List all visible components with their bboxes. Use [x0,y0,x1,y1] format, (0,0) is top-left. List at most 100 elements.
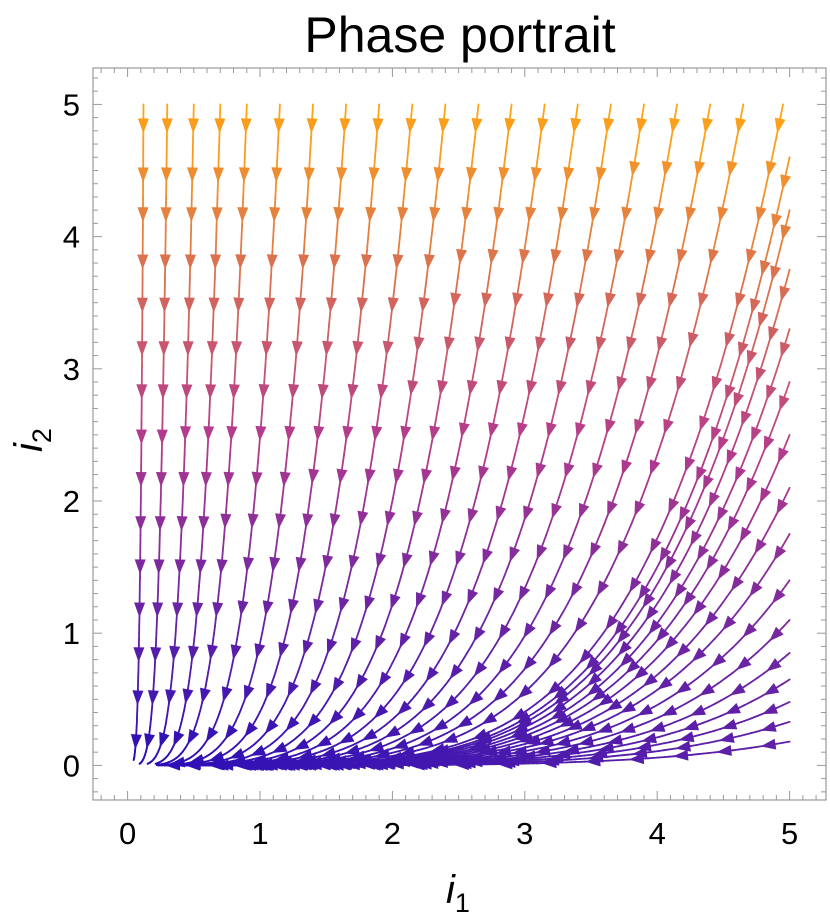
streamline-segment [428,223,434,253]
streamline-arrowhead [371,425,383,442]
streamline-segment [434,661,440,669]
streamline-segment [320,576,325,588]
streamline-segment [392,275,397,302]
streamline-segment [491,522,498,537]
streamline-arrowhead [135,516,147,532]
streamline-segment [621,594,629,605]
streamline-segment [235,322,239,346]
streamline-arrowhead [467,588,479,605]
streamline-arrowhead [357,510,369,527]
streamline-arrowhead [711,426,722,443]
streamline-segment [696,489,704,506]
chart-title: Phase portrait [304,7,615,63]
streamline-segment [713,479,722,496]
streamline-segment [471,496,477,512]
streamline-arrowhead [159,254,171,270]
streamline-arrowhead [133,647,145,663]
streamline-arrowhead [488,422,499,438]
streamline-segment [179,534,183,548]
streamline-arrowhead [188,118,199,134]
streamline-segment [432,618,438,628]
streamline-arrowhead [408,721,425,735]
streamline-arrowhead [287,681,299,698]
streamline-segment [558,610,565,620]
streamline-segment [731,432,740,451]
streamline-arrowhead [669,569,682,585]
streamline-segment [405,135,411,169]
streamline-segment [505,618,511,628]
streamline-segment [674,539,682,553]
streamline-segment [434,534,440,548]
streamline-arrowhead [493,587,505,603]
streamline-segment [243,135,247,169]
streamline-arrowhead [136,297,148,313]
streamline-segment [429,625,435,634]
streamline-arrowhead [766,384,777,401]
streamline-arrowhead [726,449,738,466]
streamline-segment [506,656,512,664]
streamline-arrowhead [456,248,467,265]
streamline-segment [275,534,279,548]
streamline-arrowhead [418,297,430,313]
streamline-arrowhead [424,254,435,270]
streamline-arrowhead [384,510,396,527]
streamline-segment [451,566,457,579]
streamline-segment [279,496,284,512]
streamline-segment [355,632,360,641]
streamline-segment [569,632,576,641]
streamline-segment [612,667,619,675]
streamline-segment [599,437,607,456]
streamline-segment [612,654,619,662]
streamline-arrowhead [449,663,463,680]
streamline-arrowhead [237,207,249,223]
streamline-arrowhead [653,206,665,223]
streamline-arrowhead [251,471,263,488]
streamline-arrowhead [132,690,144,706]
streamline-segment [574,682,581,689]
streamline-arrowhead [473,661,488,677]
streamline-arrowhead [368,167,380,183]
streamline-segment [750,378,759,400]
streamline-segment [647,573,655,585]
streamline-arrowhead [780,224,792,241]
streamline-segment [438,135,444,169]
streamline-segment [389,661,394,669]
streamline-segment [209,364,213,387]
streamline-segment [521,402,528,423]
streamline-arrowhead [392,254,404,270]
streamline-segment [263,364,267,387]
streamline-segment [217,135,221,169]
streamline-arrowhead [550,248,562,265]
streamline-segment [509,650,516,658]
streamline-segment [533,610,540,620]
streamline-segment [283,632,288,641]
streamline-segment [326,322,331,346]
streamline-segment [529,618,536,628]
streamline-segment [637,623,644,633]
streamline-arrowhead [659,546,672,563]
streamline-arrowhead [461,206,473,223]
streamline-segment [657,591,665,603]
streamline-segment [307,496,311,512]
streamline-segment [606,566,613,579]
streamline-arrowhead [440,508,451,524]
streamline-arrowhead [471,117,483,134]
streamline-arrowhead [755,366,767,383]
streamline-segment [586,223,593,253]
streamline-segment [473,576,480,588]
streamline-segment [405,625,411,634]
streamline-segment [474,483,481,499]
streamline-segment [513,602,519,613]
streamline-segment [231,402,235,423]
streamline-arrowhead [564,462,575,479]
streamline-segment [484,610,491,620]
streamline-segment [731,357,740,380]
streamline-segment [309,483,313,499]
streamline [195,103,549,771]
streamline-arrowhead [517,684,533,699]
streamline-arrowhead [535,462,547,479]
streamline-segment [408,618,413,628]
streamline-segment [343,585,348,597]
streamline-arrowhead [648,619,662,635]
streamline-segment [386,322,392,346]
